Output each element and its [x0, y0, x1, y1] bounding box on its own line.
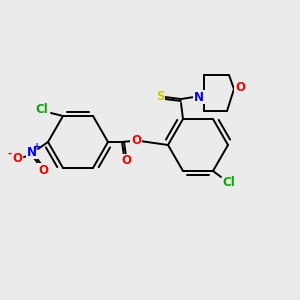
- Text: Cl: Cl: [36, 103, 48, 116]
- Text: N: N: [27, 146, 37, 158]
- Text: O: O: [121, 154, 131, 167]
- Text: -: -: [8, 149, 12, 159]
- Text: O: O: [38, 164, 48, 176]
- Text: Cl: Cl: [223, 176, 236, 190]
- Text: O: O: [12, 152, 22, 166]
- Text: N: N: [194, 91, 204, 103]
- Text: O: O: [131, 134, 141, 146]
- Text: O: O: [235, 80, 245, 94]
- Text: +: +: [33, 142, 41, 152]
- Text: S: S: [156, 89, 164, 103]
